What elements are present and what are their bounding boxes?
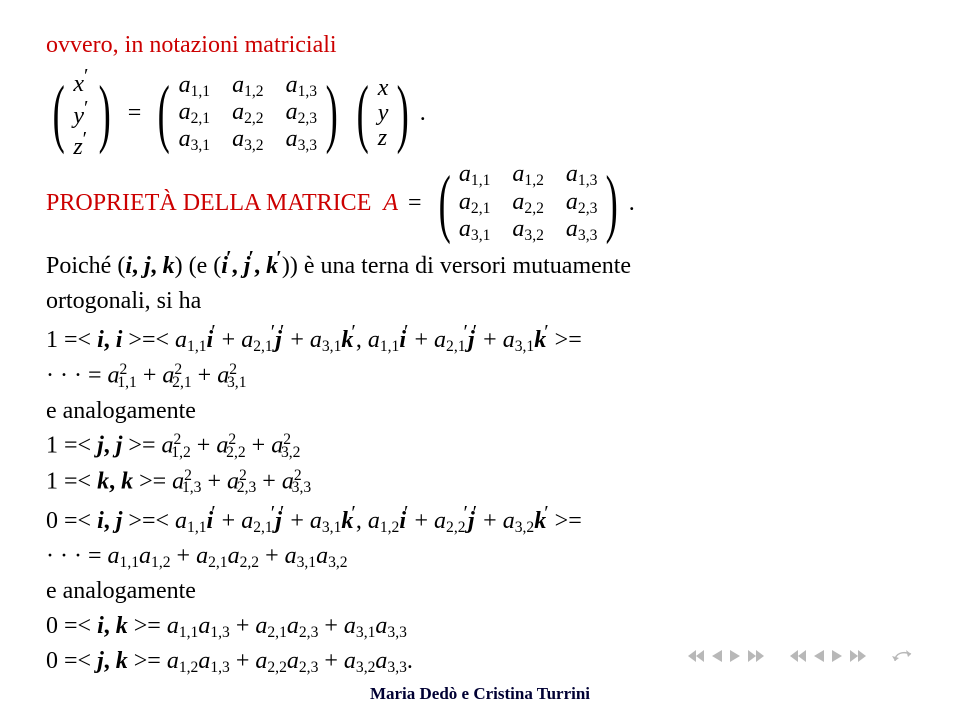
prop-matrix: ( a1,1a2,1a3,1 a1,2a2,2a3,2 a1,3a2,3a3,3…: [432, 162, 625, 244]
lhs-vector: ( x′ y′ z′ ): [46, 66, 118, 160]
poiche-line1: Poiché (i,j,k) (e (i′,j′,k′)) è una tern…: [46, 244, 914, 284]
eq7: 0 =< i, k >= a1,1a1,3 + a2,1a2,3 + a3,1a…: [46, 609, 914, 644]
poiche-line2: ortogonali, si ha: [46, 284, 914, 318]
nav-next2-icon[interactable]: [850, 650, 866, 662]
proprieta-line: PROPRIETÀ DELLA MATRICE A = ( a1,1a2,1a3…: [46, 162, 914, 244]
prop-equals: =: [408, 187, 422, 219]
nav-return-icon[interactable]: [892, 648, 914, 664]
page: ovvero, in notazioni matriciali ( x′ y′ …: [0, 0, 960, 718]
analog1: e analogamente: [46, 394, 914, 428]
content: ovvero, in notazioni matriciali ( x′ y′ …: [46, 28, 914, 679]
eq5: 0 =< i, j >=< a1,1i′ + a2,1′j′ + a3,1k′,…: [46, 499, 914, 539]
nav-controls: [688, 648, 914, 664]
eq2: · · · = a21,1 + a22,1 + a23,1: [46, 358, 914, 394]
matrix-equation: ( x′ y′ z′ ) = ( a1,1a2,1a3,1 a1,2a2,2a3…: [46, 66, 914, 160]
period: .: [420, 97, 426, 129]
nav-next-icon[interactable]: [730, 650, 740, 662]
nav-forward-icon[interactable]: [832, 650, 842, 662]
analog2: e analogamente: [46, 574, 914, 608]
nav-first-icon[interactable]: [688, 650, 704, 662]
coef-matrix: ( a1,1a2,1a3,1 a1,2a2,2a3,2 a1,3a2,3a3,3…: [151, 73, 344, 155]
nav-prev2-icon[interactable]: [790, 650, 806, 662]
nav-prev-icon[interactable]: [712, 650, 722, 662]
prop-period: .: [629, 187, 635, 219]
nav-back-icon[interactable]: [814, 650, 824, 662]
rhs-vector: ( xyz ): [350, 76, 415, 152]
eq4: 1 =< k, k >= a21,3 + a22,3 + a23,3: [46, 464, 914, 500]
footer-author: Maria Dedò e Cristina Turrini: [0, 684, 960, 704]
poiche-l1c: )) è una terna di versori mutuamente: [282, 253, 631, 279]
eq1: 1 =< i, i >=< a1,1i′ + a2,1′j′ + a3,1k′,…: [46, 318, 914, 358]
eq3: 1 =< j, j >= a21,2 + a22,2 + a23,2: [46, 428, 914, 464]
equals: =: [128, 97, 142, 129]
prop-A: A: [383, 190, 398, 216]
prop-label-text: PROPRIETÀ DELLA MATRICE: [46, 190, 371, 216]
eq6: · · · = a1,1a1,2 + a2,1a2,2 + a3,1a3,2: [46, 539, 914, 574]
poiche-l1a: Poiché (: [46, 253, 125, 279]
prop-label: PROPRIETÀ DELLA MATRICE A: [46, 187, 398, 219]
poiche-l1b: ) (e (: [175, 253, 222, 279]
nav-last-icon[interactable]: [748, 650, 764, 662]
heading: ovvero, in notazioni matriciali: [46, 28, 914, 62]
